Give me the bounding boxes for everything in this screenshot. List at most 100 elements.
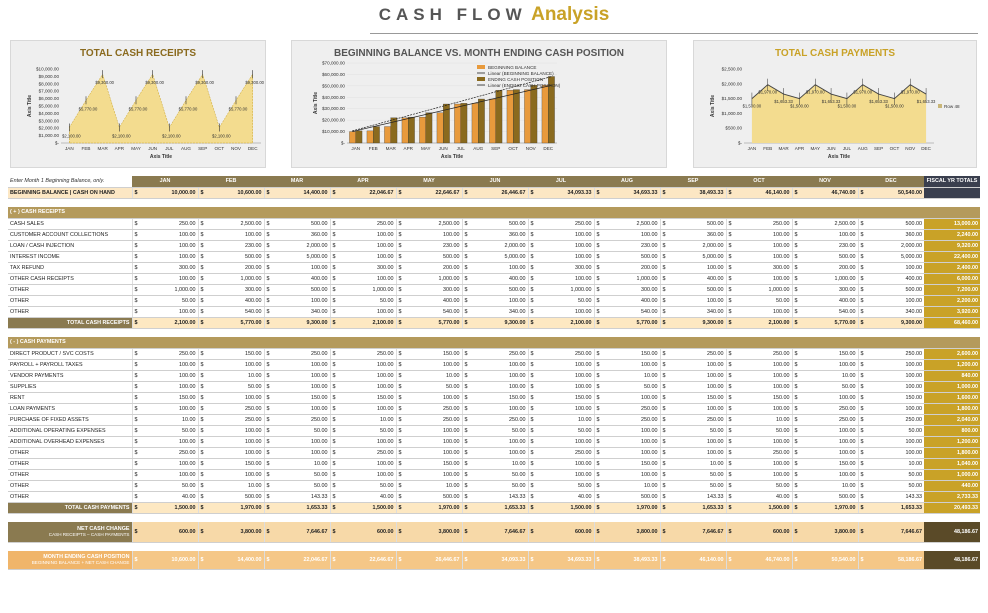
amount[interactable]: 100.00 [641, 231, 658, 238]
amount[interactable]: 100.00 [905, 372, 923, 379]
amount[interactable]: 100.00 [377, 242, 394, 249]
amount[interactable]: 143.33 [311, 493, 328, 500]
amount[interactable]: 100.00 [575, 438, 592, 445]
amount[interactable]: 100.00 [311, 383, 328, 390]
amount[interactable]: 500.00 [707, 286, 724, 293]
amount[interactable]: 50.00 [776, 297, 790, 304]
amount[interactable]: 100.00 [311, 405, 328, 412]
amount[interactable]: 100.00 [377, 308, 394, 315]
amount[interactable]: 1,500.00 [372, 504, 394, 511]
amount[interactable]: 600.00 [773, 528, 790, 535]
amount[interactable]: 340.00 [905, 308, 923, 315]
amount[interactable]: 100.00 [443, 394, 460, 401]
amount[interactable]: 1,000.00 [636, 275, 658, 282]
amount[interactable]: 150.00 [245, 350, 262, 357]
amount[interactable]: 10.00 [578, 416, 592, 423]
amount[interactable]: 100.00 [839, 427, 856, 434]
amount[interactable]: 1,000.00 [372, 286, 394, 293]
amount[interactable]: 143.33 [905, 493, 923, 500]
amount[interactable]: 250.00 [575, 350, 592, 357]
amount[interactable]: 50.00 [710, 471, 724, 478]
amount[interactable]: 250.00 [377, 449, 394, 456]
amount[interactable]: 100.00 [575, 361, 592, 368]
amount[interactable]: 250.00 [509, 416, 526, 423]
amount[interactable]: 14,400.00 [303, 189, 328, 196]
amount[interactable]: 10.00 [512, 460, 526, 467]
amount[interactable]: 250.00 [443, 405, 460, 412]
amount[interactable]: 540.00 [641, 308, 658, 315]
amount[interactable]: 50.00 [644, 383, 658, 390]
amount[interactable]: 9,300.00 [306, 319, 328, 326]
amount[interactable]: 540.00 [245, 308, 262, 315]
amount[interactable]: 150.00 [311, 394, 328, 401]
chart-balance-vs-ending[interactable]: BEGINNING BALANCE VS. MONTH ENDING CASH … [291, 40, 667, 168]
amount[interactable]: 50.00 [512, 471, 526, 478]
amount[interactable]: 230.00 [839, 242, 856, 249]
amount[interactable]: 100.00 [773, 275, 790, 282]
amount[interactable]: 100.00 [575, 231, 592, 238]
amount[interactable]: 2,000.00 [702, 242, 724, 249]
amount[interactable]: 100.00 [179, 253, 196, 260]
amount[interactable]: 10.00 [842, 482, 856, 489]
amount[interactable]: 1,000.00 [768, 286, 790, 293]
amount[interactable]: 100.00 [773, 231, 790, 238]
amount[interactable]: 50.00 [182, 297, 196, 304]
amount[interactable]: 100.00 [311, 297, 328, 304]
amount[interactable]: 9,300.00 [901, 319, 922, 326]
amount[interactable]: 250.00 [641, 416, 658, 423]
amount[interactable]: 2,100.00 [570, 319, 592, 326]
amount[interactable]: 100.00 [311, 372, 328, 379]
amount[interactable]: 3,800.00 [636, 528, 658, 535]
amount[interactable]: 250.00 [905, 416, 923, 423]
amount[interactable]: 250.00 [707, 416, 724, 423]
amount[interactable]: 100.00 [839, 394, 856, 401]
amount[interactable]: 50,540.00 [831, 556, 856, 563]
amount[interactable]: 100.00 [905, 361, 923, 368]
amount[interactable]: 400.00 [509, 275, 526, 282]
amount[interactable]: 3,800.00 [240, 528, 262, 535]
amount[interactable]: 7,646.67 [504, 528, 526, 535]
amount[interactable]: 10.00 [710, 460, 724, 467]
amount[interactable]: 26,446.67 [435, 556, 460, 563]
amount[interactable]: 100.00 [641, 449, 658, 456]
amount[interactable]: 340.00 [707, 308, 724, 315]
amount[interactable]: 2,000.00 [901, 242, 922, 249]
amount[interactable]: 50.00 [182, 427, 196, 434]
amount[interactable]: 300.00 [773, 264, 790, 271]
amount[interactable]: 100.00 [707, 383, 724, 390]
amount[interactable]: 600.00 [575, 528, 592, 535]
amount[interactable]: 10.00 [776, 416, 790, 423]
amount[interactable]: 50.00 [380, 482, 394, 489]
amount[interactable]: 300.00 [839, 286, 856, 293]
amount[interactable]: 1,500.00 [174, 504, 196, 511]
amount[interactable]: 100.00 [641, 438, 658, 445]
amount[interactable]: 360.00 [905, 231, 923, 238]
amount[interactable]: 150.00 [245, 460, 262, 467]
amount[interactable]: 250.00 [245, 405, 262, 412]
amount[interactable]: 143.33 [707, 493, 724, 500]
amount[interactable]: 10.00 [644, 482, 658, 489]
amount[interactable]: 100.00 [641, 394, 658, 401]
amount[interactable]: 22,046.67 [369, 189, 394, 196]
amount[interactable]: 600.00 [179, 528, 196, 535]
amount[interactable]: 500.00 [245, 253, 262, 260]
amount[interactable]: 1,970.00 [834, 504, 856, 511]
amount[interactable]: 400.00 [311, 275, 328, 282]
amount[interactable]: 100.00 [377, 460, 394, 467]
amount[interactable]: 100.00 [773, 471, 790, 478]
amount[interactable]: 50.00 [578, 427, 592, 434]
amount[interactable]: 540.00 [839, 308, 856, 315]
amount[interactable]: 1,970.00 [240, 504, 262, 511]
amount[interactable]: 250.00 [575, 220, 592, 227]
amount[interactable]: 100.00 [245, 231, 262, 238]
amount[interactable]: 100.00 [245, 471, 262, 478]
amount[interactable]: 5,000.00 [504, 253, 526, 260]
amount[interactable]: 150.00 [707, 394, 724, 401]
amount[interactable]: 340.00 [509, 308, 526, 315]
amount[interactable]: 150.00 [905, 394, 923, 401]
amount[interactable]: 100.00 [773, 372, 790, 379]
amount[interactable]: 250.00 [179, 350, 196, 357]
amount[interactable]: 100.00 [311, 449, 328, 456]
amount[interactable]: 26,446.67 [501, 189, 526, 196]
amount[interactable]: 22,646.67 [435, 189, 460, 196]
